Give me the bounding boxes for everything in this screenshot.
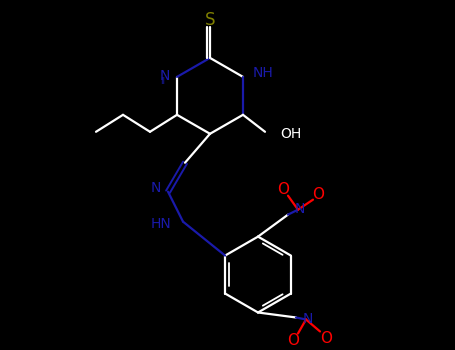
Text: N: N bbox=[151, 181, 161, 195]
Text: N: N bbox=[160, 69, 170, 83]
Text: II: II bbox=[161, 77, 166, 86]
Text: OH: OH bbox=[280, 127, 301, 141]
Text: HN: HN bbox=[150, 217, 171, 231]
Text: O: O bbox=[287, 333, 299, 348]
Text: S: S bbox=[205, 11, 215, 29]
Text: N: N bbox=[295, 202, 305, 216]
Text: O: O bbox=[320, 331, 332, 346]
Text: O: O bbox=[277, 182, 289, 197]
Text: NH: NH bbox=[253, 66, 274, 80]
Text: N: N bbox=[303, 313, 313, 327]
Text: O: O bbox=[312, 187, 324, 202]
